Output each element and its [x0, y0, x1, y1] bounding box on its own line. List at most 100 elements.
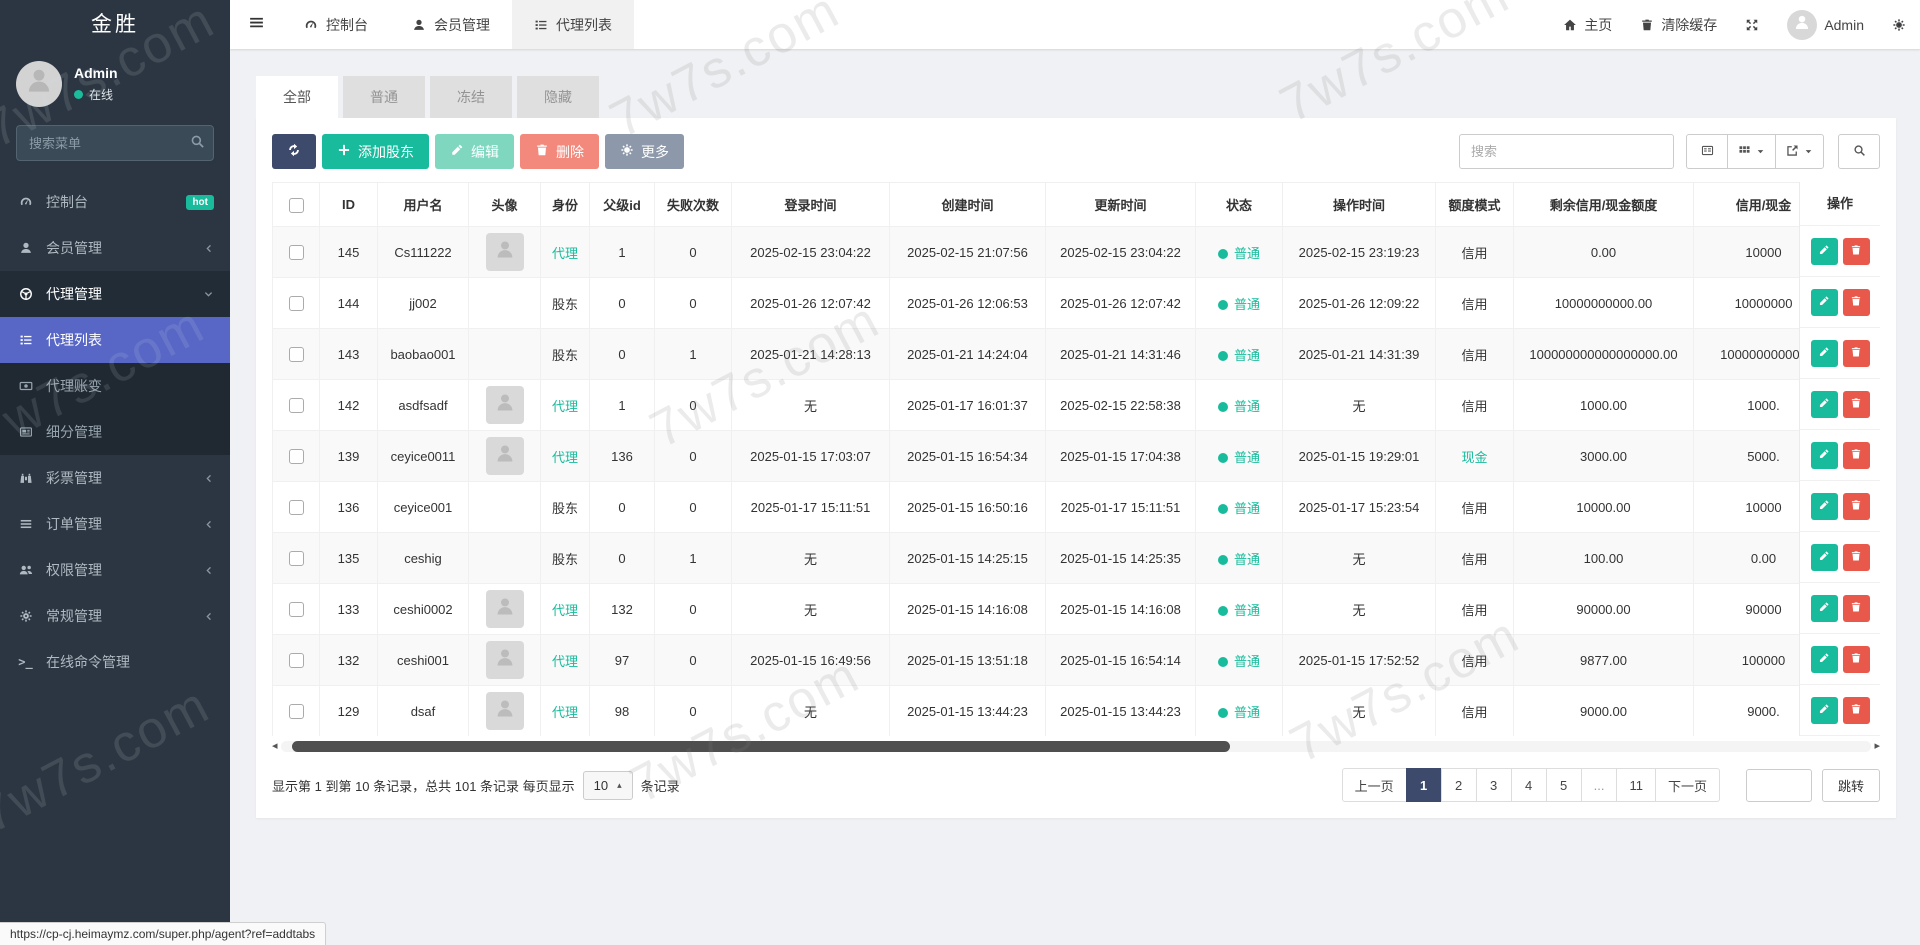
row-checkbox[interactable]	[288, 704, 304, 720]
sidebar-item-online-command[interactable]: >_ 在线命令管理	[0, 639, 230, 685]
page-jump-button[interactable]: 跳转	[1821, 768, 1880, 802]
edit-button[interactable]: 编辑	[435, 134, 514, 169]
row-checkbox[interactable]	[288, 398, 304, 414]
columns-dropdown-button[interactable]	[1727, 134, 1776, 169]
edit-row-button[interactable]	[1810, 237, 1838, 265]
scroll-left-arrow[interactable]: ◂	[272, 740, 278, 752]
sidebar-item-label: 会员管理	[46, 240, 102, 256]
detail-view-icon	[1701, 144, 1714, 160]
table-row: 145 Cs111222 代理 1 0 2025-02-15 23:04:22 …	[272, 226, 1834, 278]
filter-tab-all[interactable]: 全部	[256, 76, 338, 118]
sidebar-item-console[interactable]: 控制台 hot	[0, 179, 230, 225]
topbar-item-settings[interactable]	[1878, 0, 1920, 49]
refresh-button[interactable]	[272, 134, 316, 169]
row-checkbox[interactable]	[288, 296, 304, 312]
edit-row-button[interactable]	[1810, 441, 1838, 469]
cell-update-time: 2025-01-15 17:04:38	[1045, 430, 1196, 482]
tab-member[interactable]: 会员管理	[390, 0, 512, 49]
pagination-prev[interactable]: 上一页	[1341, 768, 1407, 802]
page-size-select[interactable]: 10 ▴	[582, 770, 633, 800]
delete-row-button[interactable]	[1842, 288, 1870, 316]
delete-row-button[interactable]	[1842, 492, 1870, 520]
table-row: 132 ceshi001 代理 97 0 2025-01-15 16:49:56…	[272, 634, 1834, 686]
sidebar-item-segment[interactable]: 细分管理	[0, 409, 230, 455]
cell-login-time: 2025-01-15 16:49:56	[731, 634, 890, 686]
more-button[interactable]: 更多	[605, 134, 684, 169]
caret-up-icon: ▴	[617, 779, 622, 790]
delete-row-button[interactable]	[1842, 543, 1870, 571]
table-search-input[interactable]	[1459, 134, 1674, 169]
edit-row-button[interactable]	[1810, 288, 1838, 316]
tab-console[interactable]: 控制台	[282, 0, 390, 49]
topbar-item-fullscreen[interactable]	[1731, 0, 1773, 49]
delete-row-button[interactable]	[1842, 594, 1870, 622]
sidebar-toggle-button[interactable]	[230, 0, 282, 49]
filter-tab-hidden[interactable]: 隐藏	[517, 76, 599, 118]
select-all-checkbox[interactable]	[288, 197, 304, 213]
topbar-item-home[interactable]: 主页	[1549, 0, 1626, 49]
edit-row-button[interactable]	[1810, 492, 1838, 520]
search-button[interactable]	[1838, 134, 1880, 169]
toggle-detail-view-button[interactable]	[1686, 134, 1728, 169]
scrollbar-thumb[interactable]	[291, 741, 1231, 752]
row-checkbox[interactable]	[288, 602, 304, 618]
sidebar-item-label: 代理列表	[46, 332, 102, 348]
row-checkbox[interactable]	[288, 245, 304, 261]
scroll-right-arrow[interactable]: ▸	[1874, 740, 1880, 752]
row-actions	[1800, 685, 1880, 736]
delete-row-button[interactable]	[1842, 441, 1870, 469]
pagination-page-3[interactable]: 3	[1475, 768, 1512, 802]
row-checkbox[interactable]	[288, 500, 304, 516]
delete-row-button[interactable]	[1842, 339, 1870, 367]
pagination-page-11[interactable]: 11	[1616, 768, 1656, 802]
pagination-page-2[interactable]: 2	[1440, 768, 1477, 802]
page-jump-input[interactable]	[1745, 768, 1812, 802]
sidebar-item-agent-change[interactable]: 代理账变	[0, 363, 230, 409]
row-checkbox[interactable]	[288, 551, 304, 567]
column-header: 状态	[1195, 182, 1283, 227]
topbar-item-clear-cache[interactable]: 清除缓存	[1626, 0, 1731, 49]
pencil-icon	[1818, 703, 1830, 718]
edit-row-button[interactable]	[1810, 645, 1838, 673]
delete-row-button[interactable]	[1842, 696, 1870, 724]
row-actions	[1800, 481, 1880, 532]
edit-row-button[interactable]	[1810, 543, 1838, 571]
topbar-item-admin-user[interactable]: Admin	[1773, 0, 1878, 49]
sidebar-item-agent-list[interactable]: 代理列表	[0, 317, 230, 363]
scrollbar-track[interactable]	[280, 741, 1872, 752]
tab-agent-list[interactable]: 代理列表	[512, 0, 634, 49]
pagination-ellipsis[interactable]: ...	[1580, 768, 1618, 802]
cell-quota-mode: 信用	[1435, 328, 1514, 380]
row-checkbox[interactable]	[288, 449, 304, 465]
row-checkbox[interactable]	[288, 653, 304, 669]
sidebar-item-permission[interactable]: 权限管理	[0, 547, 230, 593]
edit-row-button[interactable]	[1810, 339, 1838, 367]
columns-icon	[1738, 144, 1751, 160]
sidebar-item-agent[interactable]: 代理管理	[0, 271, 230, 317]
edit-row-button[interactable]	[1810, 696, 1838, 724]
filter-tab-frozen[interactable]: 冻结	[430, 76, 512, 118]
topbar: 控制台 会员管理 代理列表 主页 清除缓存 Admin	[230, 0, 1920, 49]
pagination-page-4[interactable]: 4	[1510, 768, 1547, 802]
pagination-page-5[interactable]: 5	[1545, 768, 1582, 802]
pagination-page-1[interactable]: 1	[1405, 768, 1442, 802]
sidebar-item-member[interactable]: 会员管理	[0, 225, 230, 271]
delete-row-button[interactable]	[1842, 237, 1870, 265]
add-shareholder-button[interactable]: 添加股东	[322, 134, 429, 169]
row-checkbox[interactable]	[288, 347, 304, 363]
filter-tab-normal[interactable]: 普通	[343, 76, 425, 118]
delete-row-button[interactable]	[1842, 645, 1870, 673]
export-icon	[1786, 144, 1799, 160]
menu-search-input[interactable]	[16, 125, 214, 161]
sidebar-item-general[interactable]: 常规管理	[0, 593, 230, 639]
cell-status: 普通	[1195, 583, 1283, 635]
edit-row-button[interactable]	[1810, 390, 1838, 418]
sidebar-item-order[interactable]: 订单管理	[0, 501, 230, 547]
sidebar-item-lottery[interactable]: 彩票管理	[0, 455, 230, 501]
edit-row-button[interactable]	[1810, 594, 1838, 622]
delete-button[interactable]: 删除	[520, 134, 599, 169]
pagination-next[interactable]: 下一页	[1654, 768, 1720, 802]
export-dropdown-button[interactable]	[1775, 134, 1824, 169]
horizontal-scrollbar[interactable]: ◂ ▸	[272, 739, 1880, 754]
delete-row-button[interactable]	[1842, 390, 1870, 418]
